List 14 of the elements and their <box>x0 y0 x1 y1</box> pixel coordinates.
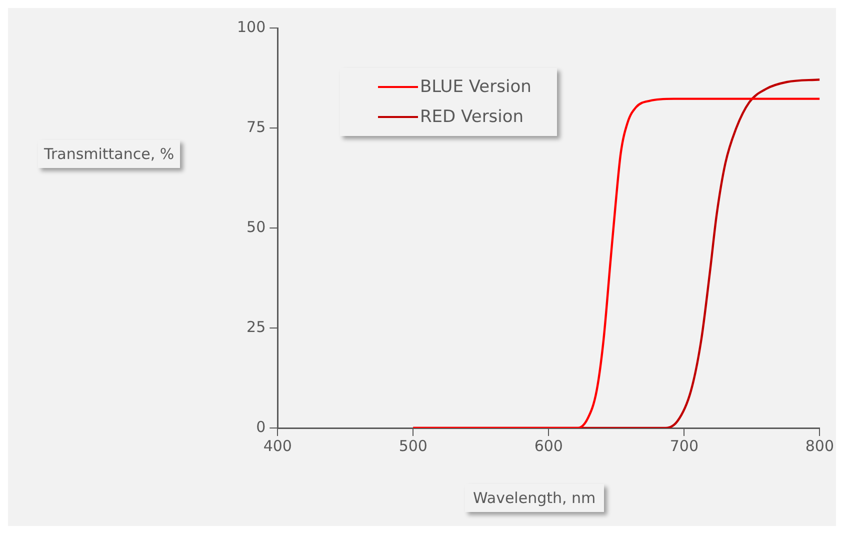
x-tick-label: 500 <box>398 436 428 455</box>
x-axis-title: Wavelength, nm <box>465 484 604 512</box>
x-tick-label: 400 <box>263 436 292 455</box>
y-tick-label: 0 <box>256 418 266 436</box>
x-tick-label: 600 <box>534 436 563 455</box>
y-tick-label: 50 <box>246 218 266 236</box>
legend-label: BLUE Version <box>420 77 532 97</box>
y-tick-label: 75 <box>246 118 266 136</box>
y-axis-title: Transmittance, % <box>38 140 180 168</box>
x-tick-label: 700 <box>670 436 698 455</box>
y-tick-label: 100 <box>236 18 266 36</box>
y-tick-label: 25 <box>246 318 266 336</box>
legend-label: RED Version <box>420 107 524 127</box>
x-tick-label: 800 <box>805 436 834 455</box>
